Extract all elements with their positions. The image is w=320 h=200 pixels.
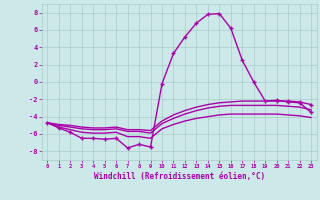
X-axis label: Windchill (Refroidissement éolien,°C): Windchill (Refroidissement éolien,°C)	[94, 172, 265, 181]
